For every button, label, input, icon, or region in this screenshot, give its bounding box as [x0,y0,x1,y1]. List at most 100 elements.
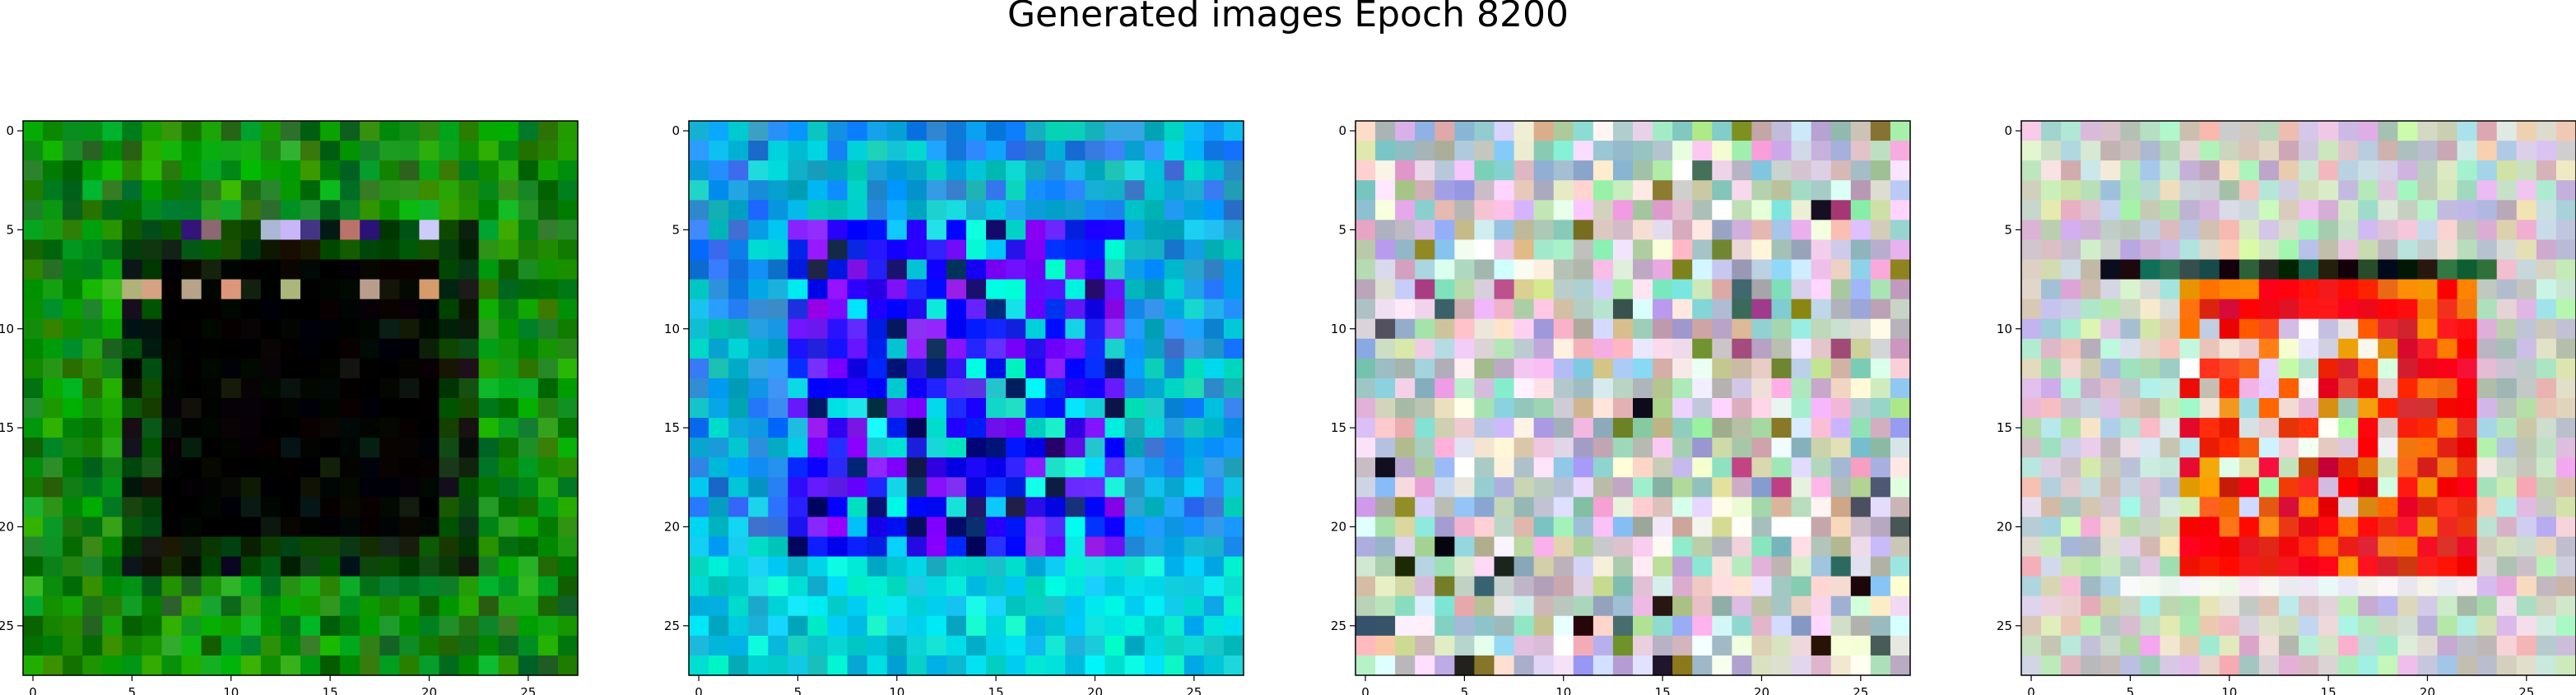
heatmap-cell [2338,180,2359,201]
heatmap-cell [2140,220,2161,241]
heatmap-cell [518,438,539,458]
heatmap-cell [2021,358,2042,379]
heatmap-cell [1612,477,1634,498]
heatmap-cell [360,121,380,141]
heatmap-cell [2555,180,2576,201]
heatmap-cell [1533,200,1555,220]
heatmap-cell [1553,556,1574,577]
heatmap-cell [2041,517,2062,538]
heatmap-cell [2100,398,2121,419]
heatmap-cell [161,259,183,280]
heatmap-cell [2318,517,2339,538]
heatmap-cell [689,477,709,498]
heatmap-cell [2021,220,2042,241]
heatmap-cell [320,279,341,300]
heatmap-cell [1415,457,1435,478]
heatmap-cell [478,517,500,538]
heatmap-cell [2555,635,2576,656]
heatmap-cell [201,615,222,637]
heatmap-cell [728,576,749,597]
heatmap-cell [1355,200,1376,220]
heatmap-cell [1144,635,1165,656]
heatmap-cell [2258,438,2280,458]
heatmap-cell [1672,141,1693,161]
heatmap-cell [1415,121,1435,141]
heatmap-cell [2239,141,2260,161]
heatmap-cell [2378,160,2398,181]
heatmap-cell [768,378,788,399]
heatmap-cell [1375,635,1396,656]
heatmap-cell [1633,576,1653,597]
heatmap-cell [23,299,44,320]
heatmap-cell [1771,259,1793,280]
heatmap-cell [1653,576,1673,597]
heatmap-cell [260,318,281,340]
heatmap-cell [1375,595,1396,617]
heatmap-cell [1692,259,1713,280]
heatmap-cell [300,279,321,300]
heatmap-cell [748,121,769,141]
heatmap-cell [1124,160,1146,181]
heatmap-cell [1395,536,1416,558]
heatmap-cell [1183,438,1205,458]
heatmap-cell [1144,477,1165,498]
heatmap-cell [557,180,579,201]
heatmap-cell [867,615,888,637]
y-tick-label: 25 [1997,619,2012,633]
heatmap-cell [2081,200,2101,220]
heatmap-cell [419,121,440,141]
heatmap-cell [260,141,281,161]
heatmap-cell [827,259,849,280]
heatmap-cell [709,121,729,141]
heatmap-cell [240,200,262,220]
heatmap-cell [1045,279,1066,300]
heatmap-cell [518,576,539,597]
heatmap-cell [1712,477,1732,498]
x-tick-label: 5 [794,685,802,695]
heatmap-cell [1751,318,1773,340]
heatmap-cell [1850,141,1872,161]
heatmap-cell [2021,239,2042,261]
heatmap-cell [709,239,729,261]
heatmap-cell [1692,635,1713,656]
heatmap-cell [1870,259,1891,280]
heatmap-cell [2061,398,2081,419]
heatmap-cell [788,220,809,241]
heatmap-cell [2199,497,2220,518]
heatmap-cell [1771,635,1793,656]
heatmap-cell [1203,595,1225,617]
heatmap-cell [320,438,341,458]
heatmap-cell [1732,279,1753,300]
heatmap-cell [1811,338,1832,359]
heatmap-cell [2417,615,2439,637]
heatmap-cell [926,200,947,220]
heatmap-cell [1025,418,1046,438]
heatmap-cell [2258,200,2280,220]
heatmap-cell [2496,536,2518,558]
heatmap-cell [181,358,202,379]
heatmap-cell [2536,477,2557,498]
heatmap-cell [2437,180,2458,201]
heatmap-cell [82,141,103,161]
heatmap-cell [2358,239,2378,261]
heatmap-cell [537,239,559,261]
heatmap-cell [1732,418,1753,438]
heatmap-cell [2555,595,2576,617]
heatmap-cell [906,576,928,597]
heatmap-cell [2041,259,2062,280]
heatmap-cell [1850,615,1872,637]
heatmap-cell [728,378,749,399]
heatmap-cell [1474,438,1495,458]
heatmap-cell [1593,517,1614,538]
heatmap-cell [2437,438,2458,458]
heatmap-cell [161,318,183,340]
heatmap-cell [2318,418,2339,438]
heatmap-cell [1573,517,1594,538]
heatmap-cell [1573,457,1594,478]
heatmap-cell [2140,398,2161,419]
x-tick-label: 0 [695,685,703,695]
heatmap-cell [1454,615,1476,637]
heatmap-cell [201,576,222,597]
heatmap-cell [23,398,44,419]
heatmap-cell [240,338,262,359]
